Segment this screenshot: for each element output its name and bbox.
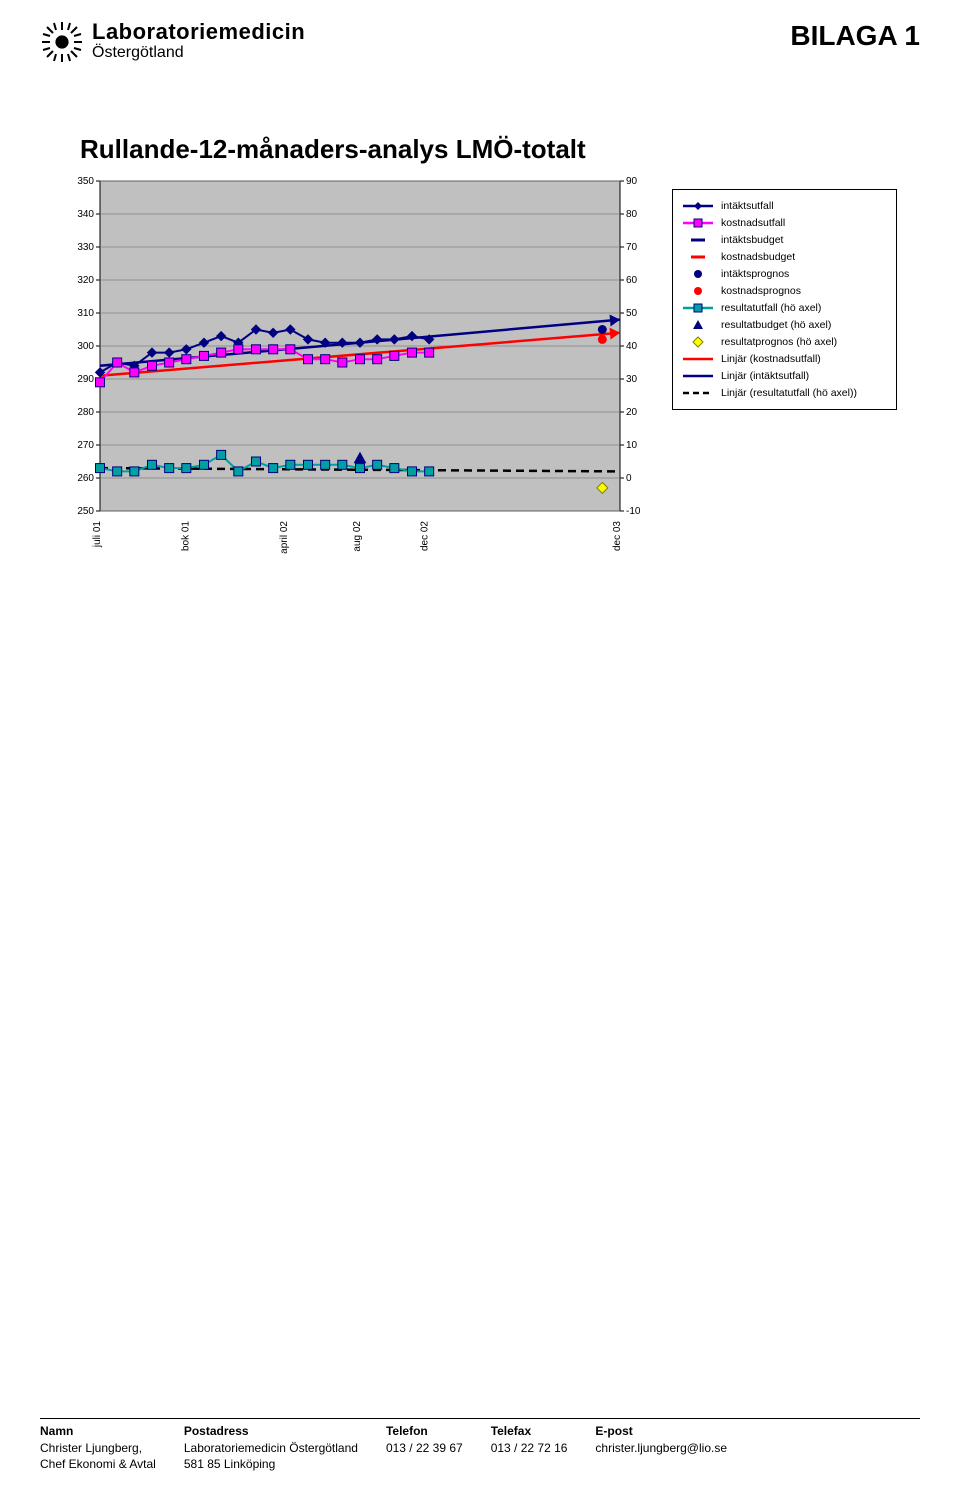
legend-item: resultatbudget (hö axel)	[681, 318, 888, 332]
footer-heading: Telefon	[386, 1423, 463, 1439]
svg-text:270: 270	[77, 440, 94, 451]
svg-text:290: 290	[77, 374, 94, 385]
svg-text:280: 280	[77, 407, 94, 418]
footer-heading: E-post	[595, 1423, 727, 1439]
legend-swatch	[681, 199, 715, 213]
svg-text:340: 340	[77, 209, 94, 220]
svg-text:40: 40	[626, 341, 638, 352]
legend-label: intäktsprognos	[721, 268, 789, 280]
svg-text:260: 260	[77, 473, 94, 484]
footer-column: E-postchrister.ljungberg@lio.se	[595, 1423, 727, 1472]
svg-text:aug 02: aug 02	[352, 521, 363, 552]
footer-line: christer.ljungberg@lio.se	[595, 1440, 727, 1456]
footer-line: 013 / 22 72 16	[491, 1440, 568, 1456]
legend-swatch	[681, 267, 715, 281]
svg-text:0: 0	[626, 473, 632, 484]
chart-svg-container: 250 260 270 280 290 300 310 320 330 340 350 -10 0 10 2…	[60, 171, 660, 551]
svg-text:300: 300	[77, 341, 94, 352]
org-subtitle: Östergötland	[92, 44, 305, 62]
legend-swatch	[681, 250, 715, 264]
legend-item: intäktsprognos	[681, 267, 888, 281]
legend-label: Linjär (resultatutfall (hö axel))	[721, 387, 857, 399]
legend-swatch	[681, 335, 715, 349]
legend-item: resultatprognos (hö axel)	[681, 335, 888, 349]
legend-item: Linjär (resultatutfall (hö axel))	[681, 386, 888, 400]
legend-label: intäktsbudget	[721, 234, 783, 246]
svg-text:10: 10	[626, 440, 638, 451]
attachment-label: BILAGA 1	[790, 20, 920, 52]
chart-block: Rullande-12-månaders-analys LMÖ-totalt 2…	[60, 134, 900, 591]
legend-item: kostnadsprognos	[681, 284, 888, 298]
footer-column: Telefon013 / 22 39 67	[386, 1423, 463, 1472]
legend-label: intäktsutfall	[721, 200, 774, 212]
svg-text:310: 310	[77, 308, 94, 319]
legend-label: Linjär (intäktsutfall)	[721, 370, 809, 382]
svg-text:80: 80	[626, 209, 638, 220]
legend-label: resultatbudget (hö axel)	[721, 319, 831, 331]
legend-item: intäktsutfall	[681, 199, 888, 213]
sun-icon	[40, 20, 84, 64]
svg-text:350: 350	[77, 176, 94, 187]
page-header: Laboratoriemedicin Östergötland BILAGA 1	[0, 0, 960, 74]
legend-label: resultatprognos (hö axel)	[721, 336, 837, 348]
svg-text:juli 01: juli 01	[92, 521, 103, 549]
chart-svg: 250 260 270 280 290 300 310 320 330 340 350 -10 0 10 2…	[60, 171, 660, 571]
footer-line: Christer Ljungberg,	[40, 1440, 156, 1456]
legend-swatch	[681, 386, 715, 400]
svg-text:90: 90	[626, 176, 638, 187]
chart-legend: intäktsutfall kostnadsutfall intäktsbudget…	[672, 189, 897, 410]
legend-item: Linjär (intäktsutfall)	[681, 369, 888, 383]
footer-line: Laboratoriemedicin Östergötland	[184, 1440, 358, 1456]
footer-heading: Telefax	[491, 1423, 568, 1439]
svg-text:30: 30	[626, 374, 638, 385]
chart-wrap: 250 260 270 280 290 300 310 320 330 340 350 -10 0 10 2…	[60, 171, 900, 591]
legend-label: resultatutfall (hö axel)	[721, 302, 821, 314]
footer-column: NamnChrister Ljungberg,Chef Ekonomi & Av…	[40, 1423, 156, 1472]
legend-label: kostnadsbudget	[721, 251, 795, 263]
legend-swatch	[681, 233, 715, 247]
footer-line: Chef Ekonomi & Avtal	[40, 1456, 156, 1472]
legend-swatch	[681, 369, 715, 383]
footer-line: 581 85 Linköping	[184, 1456, 358, 1472]
svg-text:20: 20	[626, 407, 638, 418]
svg-text:250: 250	[77, 506, 94, 517]
svg-text:50: 50	[626, 308, 638, 319]
footer-heading: Postadress	[184, 1423, 358, 1439]
org-logo-block: Laboratoriemedicin Östergötland	[40, 20, 305, 64]
legend-swatch	[681, 318, 715, 332]
footer-line: 013 / 22 39 67	[386, 1440, 463, 1456]
org-title: Laboratoriemedicin	[92, 20, 305, 44]
svg-text:-10: -10	[626, 506, 641, 517]
page-footer: NamnChrister Ljungberg,Chef Ekonomi & Av…	[40, 1418, 920, 1472]
svg-text:dec 03: dec 03	[612, 521, 623, 551]
legend-label: kostnadsprognos	[721, 285, 801, 297]
svg-text:70: 70	[626, 242, 638, 253]
legend-swatch	[681, 284, 715, 298]
footer-heading: Namn	[40, 1423, 156, 1439]
footer-column: PostadressLaboratoriemedicin Östergötlan…	[184, 1423, 358, 1472]
org-text: Laboratoriemedicin Östergötland	[92, 20, 305, 62]
legend-swatch	[681, 352, 715, 366]
legend-swatch	[681, 216, 715, 230]
svg-text:bok 01: bok 01	[180, 521, 191, 551]
legend-swatch	[681, 301, 715, 315]
legend-label: Linjär (kostnadsutfall)	[721, 353, 821, 365]
legend-item: Linjär (kostnadsutfall)	[681, 352, 888, 366]
svg-text:april 02: april 02	[279, 521, 290, 554]
chart-title: Rullande-12-månaders-analys LMÖ-totalt	[80, 134, 900, 165]
footer-column: Telefax013 / 22 72 16	[491, 1423, 568, 1472]
legend-item: kostnadsutfall	[681, 216, 888, 230]
legend-item: kostnadsbudget	[681, 250, 888, 264]
legend-label: kostnadsutfall	[721, 217, 785, 229]
legend-item: intäktsbudget	[681, 233, 888, 247]
svg-text:330: 330	[77, 242, 94, 253]
svg-text:320: 320	[77, 275, 94, 286]
svg-text:60: 60	[626, 275, 638, 286]
svg-text:dec 02: dec 02	[420, 521, 431, 551]
legend-item: resultatutfall (hö axel)	[681, 301, 888, 315]
